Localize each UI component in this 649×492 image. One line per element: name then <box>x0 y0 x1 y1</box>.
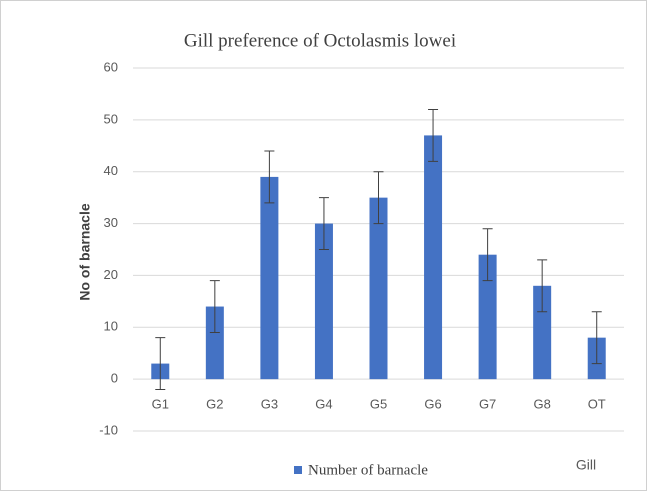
error-bar <box>428 108 439 162</box>
x-axis-label: Gill <box>576 457 596 473</box>
y-tick-label: 0 <box>111 371 118 386</box>
error-bar <box>209 280 220 333</box>
y-tick-label: 30 <box>104 215 118 230</box>
error-bar <box>591 311 602 365</box>
x-tick-label: G6 <box>424 397 441 412</box>
bar <box>533 285 552 380</box>
x-tick-label: G4 <box>315 397 332 412</box>
error-bar <box>264 150 275 204</box>
x-tick-label: G3 <box>261 397 278 412</box>
error-bar <box>482 228 493 282</box>
x-tick-label: G7 <box>479 397 496 412</box>
bar <box>478 254 497 380</box>
y-tick-label: -10 <box>99 422 118 437</box>
bar <box>314 223 333 380</box>
x-tick-label: G5 <box>370 397 387 412</box>
x-tick-label: G1 <box>152 397 169 412</box>
bar <box>424 135 443 380</box>
y-tick-label: 10 <box>104 319 118 334</box>
x-tick-label: G2 <box>206 397 223 412</box>
y-tick-label: 60 <box>104 59 118 74</box>
bar <box>205 306 224 380</box>
y-tick-label: 20 <box>104 267 118 282</box>
y-axis-label: No of barnacle <box>77 203 93 300</box>
bar <box>369 197 388 380</box>
x-tick-label: OT <box>588 397 606 412</box>
legend-label: Number of barnacle <box>308 462 428 478</box>
y-tick-label: 50 <box>104 111 118 126</box>
error-bar <box>373 171 384 225</box>
error-bar <box>318 197 329 250</box>
chart-title: Gill preference of Octolasmis lowei <box>184 30 456 51</box>
error-bar <box>537 259 548 313</box>
bar <box>260 176 279 380</box>
error-bar <box>155 337 166 391</box>
legend-swatch <box>294 466 302 474</box>
x-tick-label: G8 <box>533 397 550 412</box>
y-tick-label: 40 <box>104 163 118 178</box>
